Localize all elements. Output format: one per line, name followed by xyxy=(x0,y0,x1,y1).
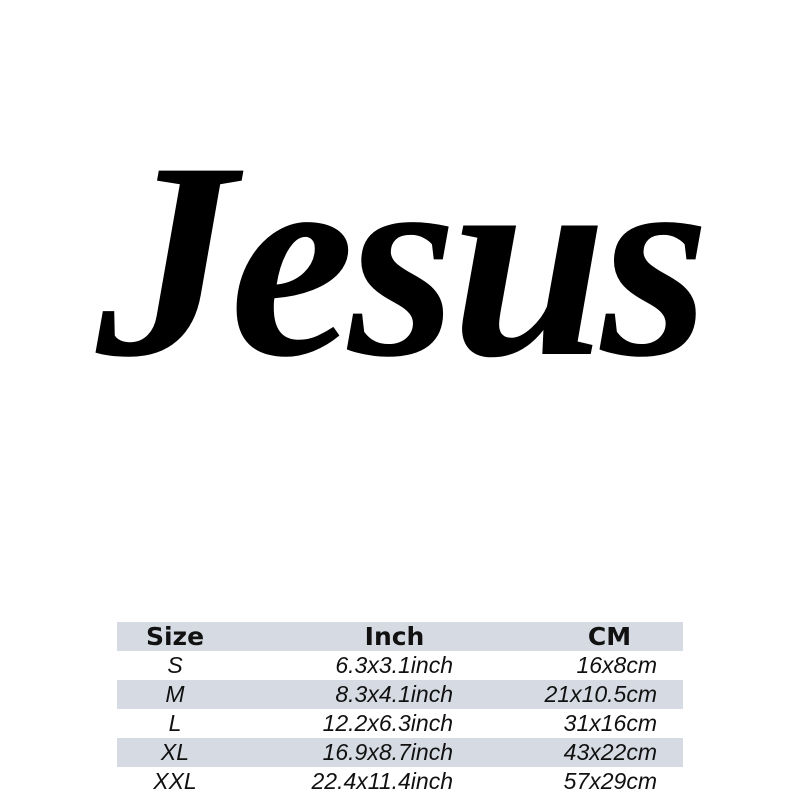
cm-cell: 31x16cm xyxy=(563,710,657,736)
table-row: L 12.2x6.3inch 31x16cm xyxy=(117,709,683,738)
table-row: S 6.3x3.1inch 16x8cm xyxy=(117,651,683,680)
cm-cell: 21x10.5cm xyxy=(544,681,657,707)
size-cell: XL xyxy=(160,739,190,765)
header-cm: CM xyxy=(587,622,632,651)
table-row: XXL 22.4x11.4inch 57x29cm xyxy=(117,767,683,796)
inch-cell: 8.3x4.1inch xyxy=(335,681,453,707)
table-row: XL 16.9x8.7inch 43x22cm xyxy=(117,738,683,767)
table-header: Size Inch CM xyxy=(117,622,683,651)
size-cell: M xyxy=(165,681,185,707)
inch-cell: 12.2x6.3inch xyxy=(322,710,453,736)
size-cell: L xyxy=(168,710,182,736)
size-table: Size Inch CM S 6.3x3.1inch 16x8cm M 8.3x… xyxy=(117,622,683,796)
header-inch: Inch xyxy=(364,622,425,651)
table-row: M 8.3x4.1inch 21x10.5cm xyxy=(117,680,683,709)
size-cell: XXL xyxy=(153,768,197,794)
jesus-script-word: Jesus xyxy=(96,104,710,415)
header-size: Size xyxy=(145,622,205,651)
cm-cell: 43x22cm xyxy=(563,739,657,765)
inch-cell: 16.9x8.7inch xyxy=(322,739,453,765)
inch-cell: 22.4x11.4inch xyxy=(311,768,453,794)
size-cell: S xyxy=(167,652,183,678)
cm-cell: 16x8cm xyxy=(576,652,657,678)
inch-cell: 6.3x3.1inch xyxy=(335,652,453,678)
cm-cell: 57x29cm xyxy=(563,768,657,794)
